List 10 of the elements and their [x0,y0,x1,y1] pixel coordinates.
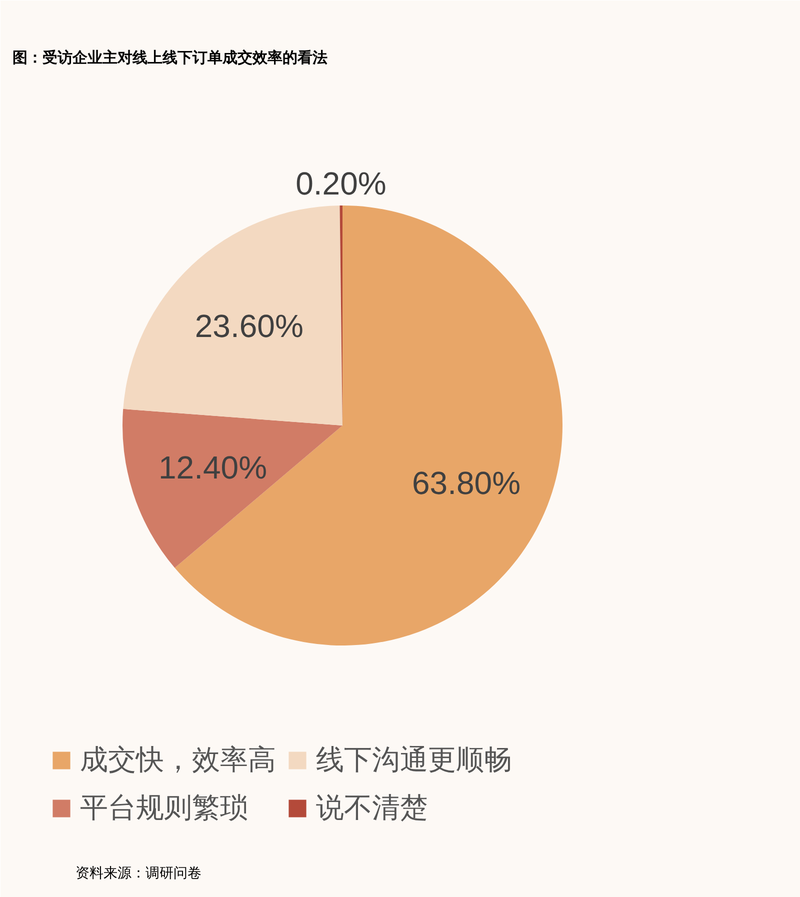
data-label: 23.60% [194,308,304,344]
data-label: 12.40% [158,450,268,486]
chart-title: 图：受访企业主对线上线下订单成交效率的看法 [12,48,328,66]
legend-label: 线下沟通更顺畅 [316,742,512,778]
legend-label: 平台规则繁琐 [80,790,248,826]
legend-label: 说不清楚 [316,790,428,826]
data-label: 63.80% [412,464,521,501]
data-label: 0.20% [296,166,386,202]
legend-label: 成交快，效率高 [80,742,276,778]
text: 资料来源：调研问卷 [76,866,202,882]
